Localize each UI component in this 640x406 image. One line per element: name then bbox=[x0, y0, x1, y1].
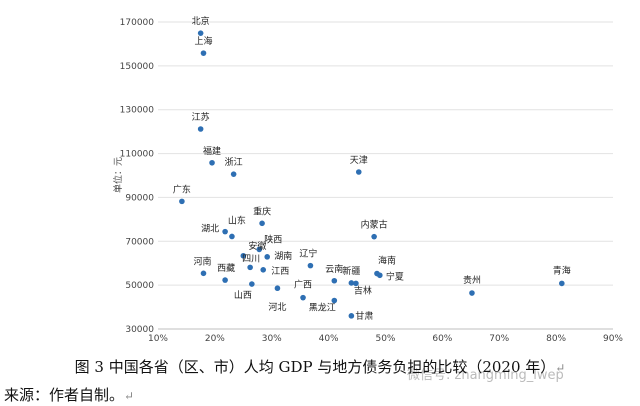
point-label: 宁夏 bbox=[386, 270, 404, 282]
data-point bbox=[353, 280, 359, 287]
point-label: 安徽 bbox=[248, 240, 266, 252]
data-point bbox=[260, 266, 267, 273]
data-point bbox=[200, 50, 207, 56]
point-label: 山西 bbox=[234, 290, 252, 301]
data-point bbox=[222, 228, 228, 235]
point-label: 甘肃 bbox=[355, 310, 373, 322]
data-point bbox=[331, 277, 338, 284]
x-tick-label: 10% bbox=[148, 334, 168, 344]
data-point bbox=[197, 30, 204, 36]
point-label: 辽宁 bbox=[299, 248, 317, 260]
point-label: 云南 bbox=[325, 263, 343, 275]
data-points bbox=[179, 30, 565, 319]
data-point bbox=[377, 272, 383, 279]
data-point bbox=[300, 294, 306, 301]
point-label: 陕西 bbox=[264, 233, 282, 245]
paragraph-mark-icon: ↵ bbox=[555, 361, 566, 375]
data-point bbox=[247, 264, 253, 271]
x-tick-label: 80% bbox=[546, 334, 566, 344]
data-point bbox=[264, 254, 271, 260]
point-label: 贵州 bbox=[463, 274, 481, 286]
point-label: 湖北 bbox=[201, 224, 219, 235]
point-label: 黑龙江 bbox=[309, 301, 336, 313]
y-axis-label: 单位：元 bbox=[112, 157, 124, 193]
gridlines bbox=[158, 21, 613, 330]
point-label: 内蒙古 bbox=[361, 219, 388, 231]
y-tick-label: 50000 bbox=[125, 281, 154, 291]
point-label: 河北 bbox=[268, 301, 286, 313]
y-tick-label: 30000 bbox=[125, 325, 154, 335]
x-tick-label: 50% bbox=[375, 334, 395, 344]
data-point bbox=[331, 297, 338, 304]
point-label: 福建 bbox=[203, 145, 221, 157]
point-label: 吉林 bbox=[354, 284, 372, 296]
data-point bbox=[348, 280, 355, 286]
data-point bbox=[259, 220, 265, 227]
data-point bbox=[274, 285, 281, 292]
data-point bbox=[249, 281, 255, 287]
data-point bbox=[307, 262, 314, 269]
x-tick-label: 20% bbox=[205, 334, 225, 344]
data-point bbox=[348, 313, 355, 319]
data-point bbox=[240, 252, 247, 259]
data-point bbox=[469, 290, 475, 296]
y-tick-label: 170000 bbox=[120, 18, 155, 28]
point-label: 四川 bbox=[242, 254, 260, 264]
x-tick-label: 40% bbox=[319, 334, 339, 344]
point-label: 广西 bbox=[294, 279, 312, 291]
y-tick-label: 90000 bbox=[125, 193, 154, 203]
y-tick-label: 130000 bbox=[120, 106, 155, 116]
wechat-watermark: 微信号: zhangming_lwep bbox=[407, 368, 564, 383]
y-tick-label: 110000 bbox=[120, 150, 155, 160]
point-label: 青海 bbox=[553, 264, 571, 276]
figure-caption: 图 3 中国各省（区、市）人均 GDP 与地方债务负担的比较（2020 年）↵ bbox=[40, 356, 600, 377]
data-point bbox=[200, 270, 207, 277]
scatter-chart: 30000 50000 70000 90000 110000 130000 150000 17… bbox=[112, 15, 623, 344]
data-point bbox=[229, 233, 235, 240]
data-point bbox=[209, 159, 215, 166]
point-label: 重庆 bbox=[253, 205, 271, 217]
caption-text: 图 3 中国各省（区、市）人均 GDP 与地方债务负担的比较（2020 年） bbox=[74, 358, 556, 376]
data-point bbox=[197, 126, 204, 132]
paragraph-mark-icon: ↵ bbox=[124, 389, 135, 403]
point-label: 山东 bbox=[228, 214, 246, 226]
point-label: 湖南 bbox=[274, 250, 292, 262]
point-label: 浙江 bbox=[225, 156, 243, 168]
source-note: 来源：作者自制。↵ bbox=[4, 384, 134, 405]
y-axis: 30000 50000 70000 90000 110000 130000 150000 17… bbox=[120, 18, 155, 335]
x-axis: 10% 20% 30% 40% 50% 60% 70% 80% 90% bbox=[148, 328, 623, 344]
point-label: 新疆 bbox=[342, 265, 360, 277]
data-point bbox=[371, 233, 377, 240]
data-point bbox=[256, 246, 263, 253]
y-tick-label: 150000 bbox=[120, 62, 155, 72]
point-label: 西藏 bbox=[217, 262, 235, 274]
data-point bbox=[355, 169, 362, 175]
x-tick-label: 60% bbox=[432, 334, 452, 344]
point-label: 广东 bbox=[173, 183, 191, 195]
x-tick-label: 30% bbox=[262, 334, 282, 344]
point-label: 天津 bbox=[350, 155, 368, 166]
source-text: 来源：作者自制。 bbox=[4, 386, 125, 404]
data-point bbox=[179, 198, 185, 205]
point-label: 江西 bbox=[271, 266, 289, 277]
data-point bbox=[559, 280, 565, 287]
point-label: 江苏 bbox=[192, 111, 210, 123]
point-label: 北京 bbox=[192, 15, 210, 27]
data-point bbox=[230, 171, 237, 177]
point-label: 河南 bbox=[193, 255, 211, 267]
x-tick-label: 90% bbox=[603, 334, 623, 344]
data-point bbox=[222, 277, 228, 283]
y-tick-label: 70000 bbox=[125, 237, 154, 247]
point-label: 海南 bbox=[378, 255, 396, 267]
point-label: 上海 bbox=[194, 35, 212, 47]
x-tick-label: 70% bbox=[489, 334, 509, 344]
